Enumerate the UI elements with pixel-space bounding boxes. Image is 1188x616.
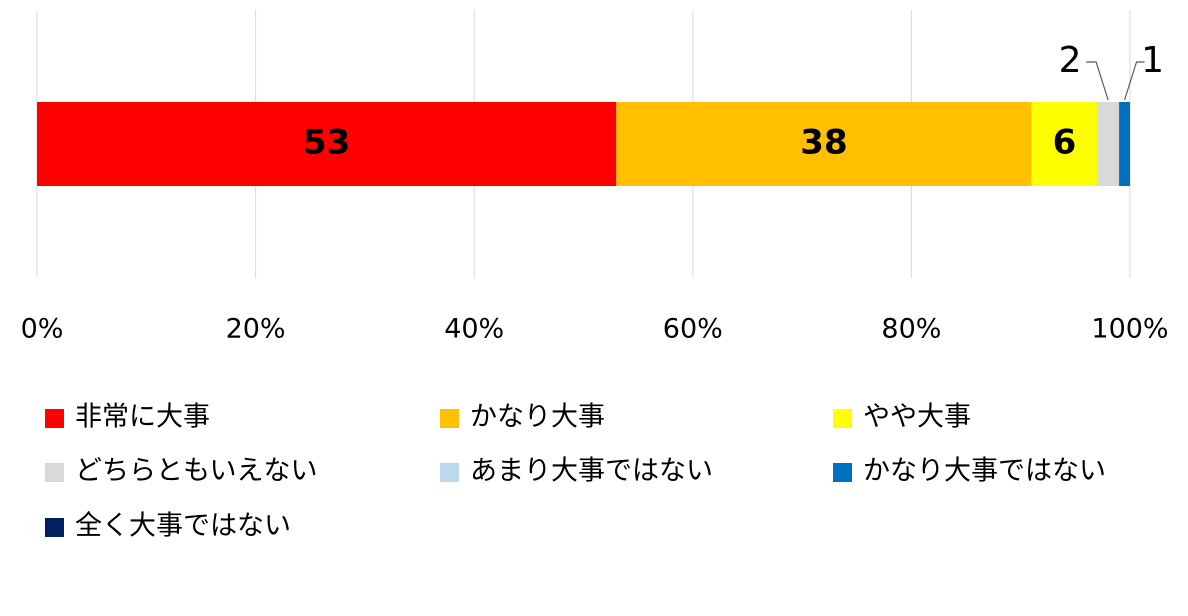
legend-label: やや大事 (863, 402, 971, 433)
bar-segment (1097, 102, 1120, 186)
bar-segment (616, 102, 1032, 186)
legend-swatch (440, 409, 459, 428)
x-tick-label: 60% (663, 314, 723, 345)
bar-segment (37, 102, 617, 186)
legend-label: 全く大事ではない (75, 511, 291, 542)
x-tick-label: 20% (226, 314, 286, 345)
data-label: 6 (1053, 123, 1077, 163)
data-label: 1 (1141, 40, 1164, 81)
legend-swatch (833, 463, 852, 482)
bar-segment (1119, 102, 1130, 186)
legend-label: 非常に大事 (75, 402, 210, 433)
legend-swatch (45, 409, 64, 428)
leader-line (1086, 61, 1109, 101)
data-label: 2 (1059, 40, 1082, 81)
legend-label: あまり大事ではない (470, 456, 713, 487)
x-tick-label: 100% (1091, 314, 1168, 345)
data-label: 38 (800, 123, 847, 163)
legend-label: かなり大事 (470, 402, 605, 433)
legend-swatch (45, 463, 64, 482)
legend-label: かなり大事ではない (863, 456, 1106, 487)
legend-label: どちらともいえない (75, 456, 317, 487)
legend-swatch (833, 409, 852, 428)
legend-swatch (45, 518, 64, 537)
x-tick-label: 80% (881, 314, 941, 345)
leader-line (1123, 61, 1145, 101)
data-label: 53 (303, 123, 350, 163)
bar-segment (1031, 102, 1098, 186)
x-tick-label: 0% (21, 314, 64, 345)
legend-swatch (440, 463, 459, 482)
x-tick-label: 40% (444, 314, 504, 345)
